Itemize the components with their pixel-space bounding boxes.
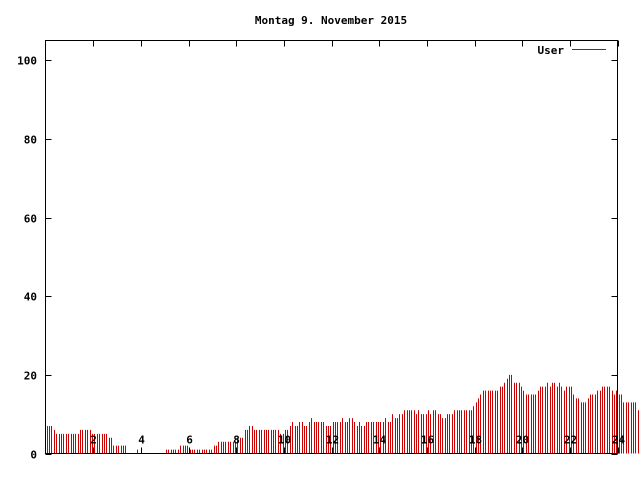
x-tick-label: 18 bbox=[469, 434, 482, 447]
x-tick-label: 20 bbox=[516, 434, 529, 447]
y-tick-label: 80 bbox=[24, 134, 37, 147]
legend: User bbox=[538, 44, 606, 57]
x-tick-label: 22 bbox=[564, 434, 577, 447]
legend-label-user: User bbox=[538, 44, 565, 57]
x-tick-label: 12 bbox=[326, 434, 339, 447]
plot-frame bbox=[45, 40, 618, 454]
x-tick-label: 4 bbox=[138, 434, 145, 447]
bars-layer bbox=[47, 374, 639, 454]
y-axis: 0 20 40 60 80 100 bbox=[17, 55, 618, 462]
x-tick-label: 6 bbox=[186, 434, 193, 447]
y-tick-label: 40 bbox=[24, 291, 37, 304]
x-tick-label: 24 bbox=[612, 434, 626, 447]
y-tick-label: 100 bbox=[17, 55, 37, 68]
x-tick-label: 16 bbox=[421, 434, 435, 447]
x-tick-label: 10 bbox=[278, 434, 291, 447]
y-tick-label: 20 bbox=[24, 370, 37, 383]
x-axis: 2 4 6 8 10 12 14 16 18 20 22 24 bbox=[90, 40, 626, 454]
chart-title: Montag 9. November 2015 bbox=[255, 14, 407, 27]
y-tick-label: 0 bbox=[30, 449, 37, 462]
x-tick-label: 2 bbox=[90, 434, 97, 447]
y-tick-label: 60 bbox=[24, 213, 37, 226]
x-tick-label: 8 bbox=[233, 434, 240, 447]
x-tick-label: 14 bbox=[373, 434, 387, 447]
